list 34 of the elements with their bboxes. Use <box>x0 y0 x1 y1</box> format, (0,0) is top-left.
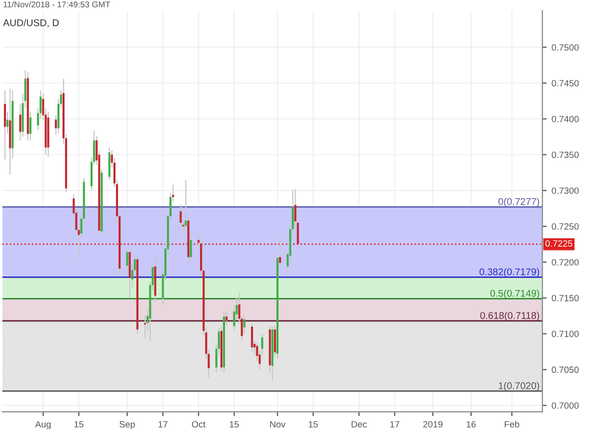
x-tick-label: Sep <box>120 421 135 429</box>
x-tick-label: 17 <box>158 421 168 428</box>
y-tick-label: 0.7300 <box>552 187 579 194</box>
x-tick-label: 15 <box>74 421 84 428</box>
x-tick-label: 17 <box>390 421 400 428</box>
ref-line-label: 0.7225 <box>545 240 572 247</box>
x-tick-label: Aug <box>35 421 51 429</box>
ref-line-label: 1(0.7020) <box>498 382 540 392</box>
x-tick-label: 16 <box>466 421 476 428</box>
y-tick-label: 0.7050 <box>552 366 579 373</box>
x-tick-label: Oct <box>192 421 206 428</box>
candlestick <box>4 90 6 160</box>
y-tick-label: 0.7450 <box>552 80 579 86</box>
y-tick-label: 0.7150 <box>552 294 579 302</box>
y-tick-label: 0.7200 <box>552 259 579 266</box>
candlestick <box>251 322 254 352</box>
x-tick-label: Nov <box>270 421 286 428</box>
x-tick-label: Dec <box>352 421 367 428</box>
ref-line-label: 0.382(0.7179) <box>480 268 540 278</box>
text: AUD/USD, D <box>3 19 59 28</box>
x-tick-label: Feb <box>504 420 520 428</box>
y-tick-label: 0.7250 <box>552 223 579 230</box>
y-tick-label: 0.7000 <box>552 402 579 409</box>
ref-line-label: 0.5(0.7149) <box>490 290 540 299</box>
x-tick-label: 15 <box>308 421 318 428</box>
text: 11/Nov/2018 - 17:49:53 GMT <box>4 1 110 8</box>
x-tick-label: 2019 <box>423 421 442 428</box>
ref-line-label: 0(0.7277) <box>498 198 540 207</box>
x-tick-label: 15 <box>230 421 239 428</box>
y-tick-label: 0.7400 <box>552 116 579 122</box>
y-tick-label: 0.7100 <box>552 330 579 338</box>
ref-line-label: 0.618(0.7118) <box>480 312 540 321</box>
y-tick-label: 0.7350 <box>552 152 579 158</box>
y-tick-label: 0.7500 <box>552 44 579 51</box>
